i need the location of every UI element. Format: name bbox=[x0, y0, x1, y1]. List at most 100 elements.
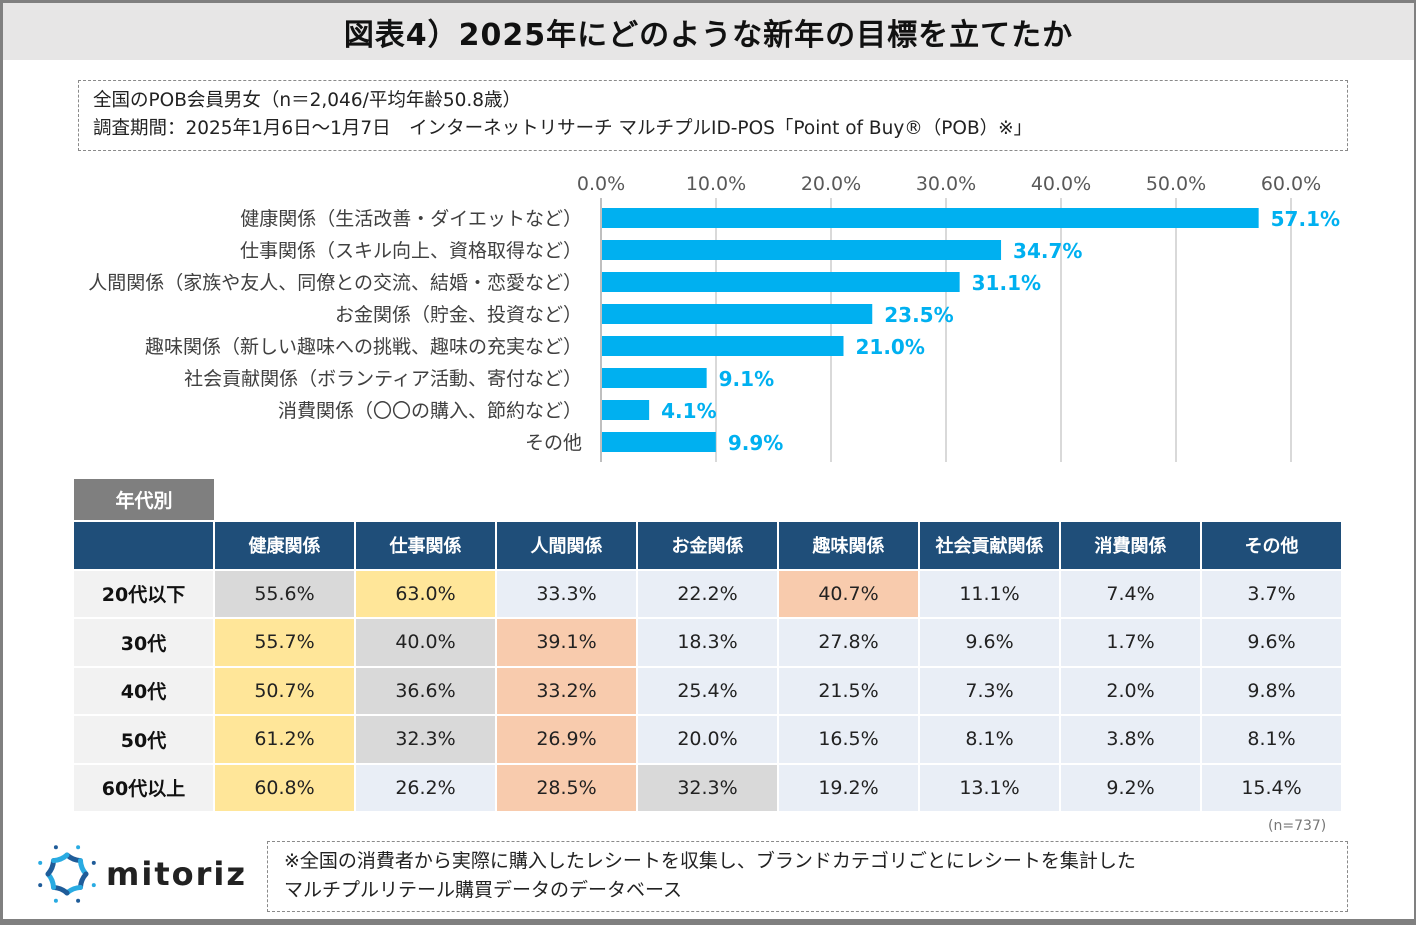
row-header-age-group: 30代 bbox=[74, 619, 213, 666]
table-cell: 33.3% bbox=[497, 570, 636, 617]
age-group-tag: 年代別 bbox=[74, 479, 214, 520]
bar-value-label: 34.7% bbox=[1013, 239, 1082, 263]
category-label: 仕事関係（スキル向上、資格取得など） bbox=[240, 240, 582, 262]
logo-dot bbox=[38, 860, 43, 865]
survey-sample-text: 全国のPOB会員男女（n＝2,046/平均年齢50.8歳） bbox=[93, 90, 522, 111]
table-cell: 16.5% bbox=[779, 716, 918, 763]
header-corner bbox=[74, 522, 213, 569]
category-label: 社会貢献関係（ボランティア活動、寄付など） bbox=[184, 368, 582, 390]
bar bbox=[602, 304, 873, 324]
bottom-border bbox=[0, 919, 1416, 925]
bars bbox=[602, 208, 1259, 452]
table-cell: 2.0% bbox=[1061, 667, 1200, 714]
category-label: 人間関係（家族や友人、同僚との交流、結婚・恋愛など） bbox=[88, 272, 582, 294]
table-cell: 15.4% bbox=[1202, 764, 1341, 811]
logo-dot bbox=[53, 898, 58, 903]
table-cell: 61.2% bbox=[215, 716, 354, 763]
table-cell: 32.3% bbox=[638, 764, 777, 811]
table-cell: 9.6% bbox=[1202, 619, 1341, 666]
logo-wordmark: mitoriz bbox=[106, 855, 247, 893]
table-cell: 40.7% bbox=[779, 570, 918, 617]
bar-value-label: 23.5% bbox=[884, 303, 953, 327]
table-cell: 13.1% bbox=[920, 764, 1059, 811]
table-cell: 3.7% bbox=[1202, 570, 1341, 617]
table-cell: 7.4% bbox=[1061, 570, 1200, 617]
column-header: 消費関係 bbox=[1061, 522, 1200, 569]
x-axis-ticks: 0.0% 10.0% 20.0% 30.0% 40.0% 50.0% 60.0% bbox=[577, 173, 1321, 195]
category-labels: 健康関係（生活改善・ダイエットなど） 仕事関係（スキル向上、資格取得など） 人間関係… bbox=[88, 208, 582, 454]
category-label: お金関係（貯金、投資など） bbox=[335, 304, 582, 326]
figure-title: 図表4）2025年にどのような新年の目標を立てたか bbox=[343, 17, 1074, 53]
table-cell: 26.9% bbox=[497, 716, 636, 763]
bar-value-label: 9.9% bbox=[728, 431, 783, 455]
row-header-age-group: 40代 bbox=[74, 667, 213, 714]
column-header: 健康関係 bbox=[215, 522, 354, 569]
table-cell: 55.7% bbox=[215, 619, 354, 666]
table-cell: 33.2% bbox=[497, 667, 636, 714]
mitoriz-logo-icon bbox=[38, 845, 96, 903]
bar-value-label: 4.1% bbox=[661, 399, 716, 423]
bar bbox=[602, 400, 650, 420]
table-cell: 28.5% bbox=[497, 764, 636, 811]
pob-footnote-box: ※全国の消費者から実際に購入したレシートを収集し、ブランドカテゴリごとにレシート… bbox=[267, 841, 1348, 912]
x-tick-label: 50.0% bbox=[1146, 173, 1206, 195]
footnote-line-1: ※全国の消費者から実際に購入したレシートを収集し、ブランドカテゴリごとにレシート… bbox=[284, 850, 1136, 872]
x-tick-label: 60.0% bbox=[1261, 173, 1321, 195]
footnote-line-2: マルチプルリテール購買データのデータベース bbox=[284, 879, 683, 901]
bar bbox=[602, 336, 844, 356]
category-label: 消費関係（〇〇の購入、節約など） bbox=[278, 400, 582, 422]
survey-period-text: 調査期間：2025年1月6日～1月7日 インターネットリサーチ マルチプルID-… bbox=[93, 118, 1033, 139]
row-header-age-group: 50代 bbox=[74, 716, 213, 763]
table-row: 20代以下 55.6% 63.0% 33.3% 22.2% 40.7% 11.1% 7.4% 3… bbox=[74, 570, 1341, 617]
table-cell: 22.2% bbox=[638, 570, 777, 617]
bar-value-label: 9.1% bbox=[719, 367, 774, 391]
category-label: 健康関係（生活改善・ダイエットなど） bbox=[240, 208, 582, 230]
table-header-row: 健康関係 仕事関係 人間関係 お金関係 趣味関係 社会貢献関係 消費関係 その他 bbox=[74, 522, 1341, 569]
column-header: 趣味関係 bbox=[779, 522, 918, 569]
x-tick-label: 40.0% bbox=[1031, 173, 1091, 195]
data-labels: 57.1% 34.7% 31.1% 23.5% 21.0% 9.1%4.1% 9.9% bbox=[661, 207, 1340, 455]
logo-dot bbox=[76, 845, 81, 850]
table-body: 20代以下 55.6% 63.0% 33.3% 22.2% 40.7% 11.1% 7.4% 3… bbox=[74, 570, 1341, 811]
column-header: 人間関係 bbox=[497, 522, 636, 569]
table-cell: 60.8% bbox=[215, 764, 354, 811]
table-cell: 55.6% bbox=[215, 570, 354, 617]
logo-dot bbox=[38, 883, 43, 888]
table-cell: 25.4% bbox=[638, 667, 777, 714]
table-cell: 27.8% bbox=[779, 619, 918, 666]
logo-dot bbox=[76, 898, 81, 903]
sample-size-note: (n=737) bbox=[1268, 818, 1327, 834]
table-row: 50代 61.2% 32.3% 26.9% 20.0% 16.5% 8.1% 3.8% 8.1% bbox=[74, 716, 1341, 763]
table-cell: 20.0% bbox=[638, 716, 777, 763]
bar bbox=[602, 368, 707, 388]
x-tick-label: 10.0% bbox=[686, 173, 746, 195]
table-cell: 18.3% bbox=[638, 619, 777, 666]
table-cell: 9.8% bbox=[1202, 667, 1341, 714]
bar-value-label: 31.1% bbox=[972, 271, 1041, 295]
column-header: お金関係 bbox=[638, 522, 777, 569]
row-header-age-group: 20代以下 bbox=[74, 570, 213, 617]
x-tick-label: 0.0% bbox=[577, 173, 625, 195]
bar bbox=[602, 272, 960, 292]
table-cell: 8.1% bbox=[1202, 716, 1341, 763]
table-cell: 39.1% bbox=[497, 619, 636, 666]
category-label: その他 bbox=[525, 432, 582, 454]
survey-info-box: 全国のPOB会員男女（n＝2,046/平均年齢50.8歳） 調査期間：2025年… bbox=[78, 80, 1348, 151]
table-row: 60代以上 60.8% 26.2% 28.5% 32.3% 19.2% 13.1% 9.2% 1… bbox=[74, 764, 1341, 811]
table-cell: 32.3% bbox=[356, 716, 495, 763]
bar-value-label: 21.0% bbox=[856, 335, 925, 359]
table-row: 30代 55.7% 40.0% 39.1% 18.3% 27.8% 9.6% 1.7% 9.6% bbox=[74, 619, 1341, 666]
x-tick-label: 20.0% bbox=[801, 173, 861, 195]
table-cell: 11.1% bbox=[920, 570, 1059, 617]
bar bbox=[602, 240, 1002, 260]
table-cell: 50.7% bbox=[215, 667, 354, 714]
bar bbox=[602, 432, 716, 452]
table-cell: 1.7% bbox=[1061, 619, 1200, 666]
table-cell: 8.1% bbox=[920, 716, 1059, 763]
title-bar: 図表4）2025年にどのような新年の目標を立てたか bbox=[3, 3, 1414, 60]
table-row: 40代 50.7% 36.6% 33.2% 25.4% 21.5% 7.3% 2.0% 9.8% bbox=[74, 667, 1341, 714]
mitoriz-logo: mitoriz bbox=[34, 841, 247, 907]
table-cell: 63.0% bbox=[356, 570, 495, 617]
goals-bar-chart: 0.0% 10.0% 20.0% 30.0% 40.0% 50.0% 60.0% 健康関係（… bbox=[88, 173, 1340, 462]
table-cell: 40.0% bbox=[356, 619, 495, 666]
